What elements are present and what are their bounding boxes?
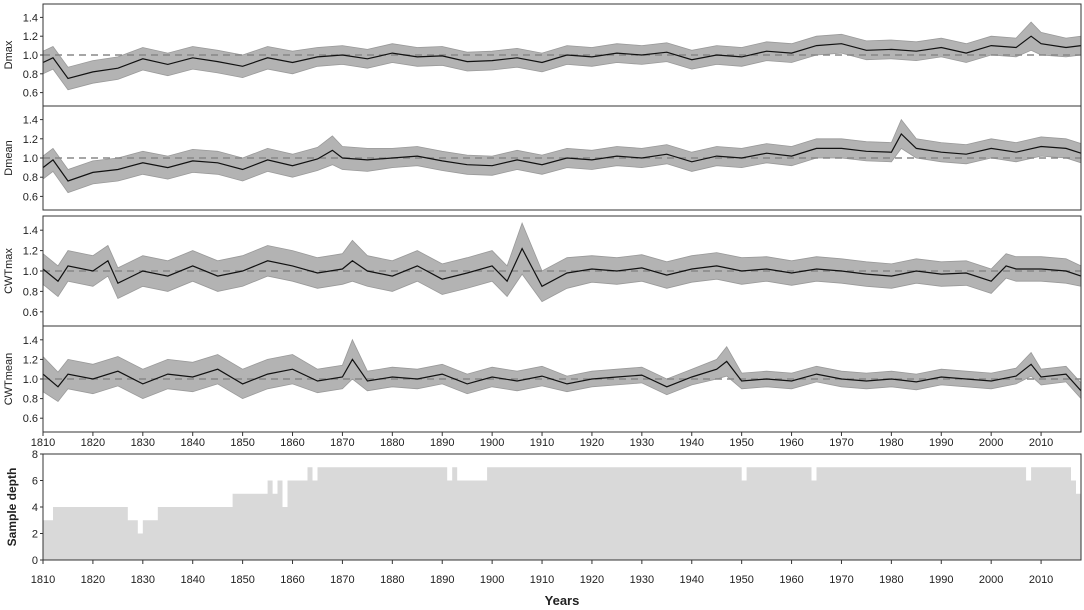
dmax-mean-line	[42, 35, 1082, 80]
dmean-mean-line	[42, 133, 1082, 182]
sample-depth-ytick-label: 4	[32, 502, 38, 514]
xtick-label: 1910	[530, 437, 554, 449]
cwtmax-mean-line	[42, 247, 1082, 288]
xtick-label: 1820	[81, 574, 105, 586]
xtick-label: 1960	[779, 437, 803, 449]
xtick-label: 1920	[580, 574, 604, 586]
xtick-label: 1960	[779, 574, 803, 586]
dmax-ytick-label: 0.8	[23, 69, 38, 81]
sample-depth-area	[43, 467, 1081, 560]
xtick-label: 1840	[180, 437, 204, 449]
cwtmean-ytick-label: 0.8	[23, 394, 38, 406]
xtick-label: 1910	[530, 574, 554, 586]
xtick-label: 1870	[330, 574, 354, 586]
cwtmax-ylabel: CWTmax	[3, 248, 15, 294]
xtick-label: 1880	[380, 574, 404, 586]
xtick-label: 1950	[729, 437, 753, 449]
xtick-label: 2010	[1029, 437, 1053, 449]
xtick-label: 1810	[31, 574, 55, 586]
xtick-label: 2000	[979, 437, 1003, 449]
dmax-ytick-label: 1.2	[23, 31, 38, 43]
cwtmean-ytick-label: 1.0	[23, 374, 38, 386]
sample-depth-ytick-label: 6	[32, 476, 38, 488]
mean-lines-layer	[42, 35, 1082, 392]
xtick-label: 1980	[879, 574, 903, 586]
cwtmax-ytick-label: 0.6	[23, 307, 38, 319]
dmean-ytick-label: 1.0	[23, 153, 38, 165]
xtick-label: 1880	[380, 437, 404, 449]
x-axis-title: Years	[545, 593, 580, 608]
cwtmax-ytick-label: 1.0	[23, 266, 38, 278]
axis-labels-layer: Dmax Dmean CWTmax CWTmean Sample depth Years	[3, 40, 579, 608]
dmean-ytick-label: 1.4	[23, 115, 38, 127]
xtick-label: 1940	[680, 574, 704, 586]
dmax-ytick-label: 1.4	[23, 12, 38, 24]
xtick-label: 1890	[430, 574, 454, 586]
cwtmean-ytick-label: 0.6	[23, 413, 38, 425]
xtick-label: 1990	[929, 574, 953, 586]
xtick-label: 1930	[630, 574, 654, 586]
xtick-label: 1890	[430, 437, 454, 449]
sample-depth-layer	[43, 467, 1081, 560]
dmax-ytick-label: 1.0	[23, 50, 38, 62]
cwtmax-confidence-band	[42, 221, 1082, 303]
reference-lines-layer	[43, 54, 1081, 380]
xtick-label: 1950	[729, 574, 753, 586]
xtick-label: 1940	[680, 437, 704, 449]
xtick-label: 1930	[630, 437, 654, 449]
xtick-label: 1830	[131, 574, 155, 586]
cwtmean-confidence-band	[42, 338, 1082, 403]
xtick-label: 1810	[31, 437, 55, 449]
cwtmax-ytick-label: 1.4	[23, 225, 38, 237]
xtick-label: 1860	[280, 574, 304, 586]
xtick-label: 1820	[81, 437, 105, 449]
cwtmean-mean-line	[42, 358, 1082, 392]
xtick-label: 1900	[480, 574, 504, 586]
sample-depth-ylabel: Sample depth	[5, 468, 19, 547]
sample-depth-ytick-label: 2	[32, 529, 38, 541]
cwtmax-ytick-label: 0.8	[23, 286, 38, 298]
cwtmean-ylabel: CWTmean	[3, 353, 15, 406]
sample-depth-ytick-label: 0	[32, 555, 38, 567]
xtick-label: 1870	[330, 437, 354, 449]
xtick-label: 1840	[180, 574, 204, 586]
xtick-label: 1850	[230, 437, 254, 449]
xtick-label: 1970	[829, 437, 853, 449]
xtick-label: 1850	[230, 574, 254, 586]
cwtmean-ytick-label: 1.2	[23, 354, 38, 366]
dmax-ytick-label: 0.6	[23, 88, 38, 100]
cwtmean-ytick-label: 1.4	[23, 335, 38, 347]
dmean-confidence-band	[42, 118, 1082, 194]
xtick-label: 1970	[829, 574, 853, 586]
dmean-ytick-label: 0.8	[23, 172, 38, 184]
cwtmax-ytick-label: 1.2	[23, 246, 38, 258]
xtick-label: 1900	[480, 437, 504, 449]
xtick-label: 1860	[280, 437, 304, 449]
xtick-label: 1990	[929, 437, 953, 449]
confidence-bands-layer	[42, 21, 1082, 403]
dmean-ytick-label: 1.2	[23, 134, 38, 146]
dmean-ylabel: Dmean	[3, 140, 15, 175]
xtick-label: 2000	[979, 574, 1003, 586]
xtick-label: 1830	[131, 437, 155, 449]
xtick-label: 2010	[1029, 574, 1053, 586]
dmax-ylabel: Dmax	[3, 40, 15, 69]
ticks-layer: 0.6 0.8 1.0 1.2 1.4 0.6 0.8 1.0 1.2 1.4 0.6 0.8 1.0 1…	[23, 12, 1054, 586]
xtick-label: 1920	[580, 437, 604, 449]
xtick-label: 1980	[879, 437, 903, 449]
sample-depth-ytick-label: 8	[32, 449, 38, 461]
dmean-ytick-label: 0.6	[23, 191, 38, 203]
